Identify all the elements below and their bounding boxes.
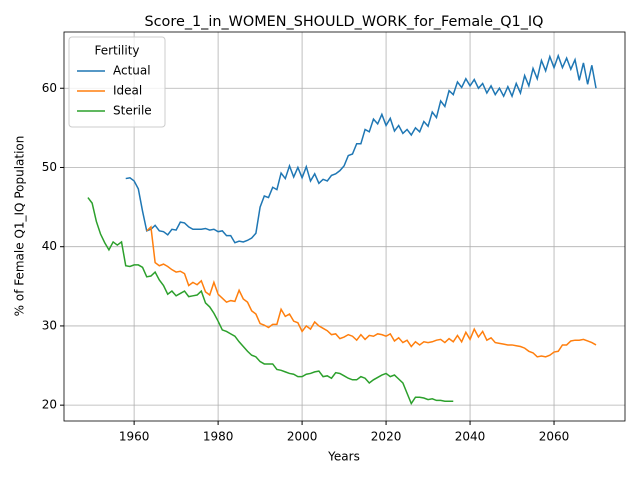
line-series bbox=[87, 197, 454, 406]
x-tick-label: 2040 bbox=[455, 430, 486, 444]
legend-label: Actual bbox=[113, 64, 151, 78]
plot-frame bbox=[63, 31, 626, 422]
legend-label: Ideal bbox=[113, 84, 142, 98]
y-tick-label: 30 bbox=[42, 318, 57, 332]
chart-title: Score_1_in_WOMEN_SHOULD_WORK_for_Female_… bbox=[145, 14, 544, 30]
line-series bbox=[125, 53, 597, 244]
x-tick-label: 2020 bbox=[371, 430, 402, 444]
x-axis-label: Years bbox=[327, 450, 360, 464]
y-tick-label: 20 bbox=[42, 398, 57, 412]
x-tick-label: 1980 bbox=[203, 430, 234, 444]
y-tick-label: 60 bbox=[42, 81, 57, 95]
line-series bbox=[146, 225, 597, 358]
x-tick-label: 2060 bbox=[539, 430, 570, 444]
legend-label: Sterile bbox=[113, 104, 152, 118]
x-tick-label: 1960 bbox=[119, 430, 150, 444]
y-tick-label: 40 bbox=[42, 239, 57, 253]
legend-title: Fertility bbox=[94, 44, 139, 58]
y-axis-label: % of Female Q1_IQ Population bbox=[13, 136, 27, 317]
y-tick-label: 50 bbox=[42, 160, 57, 174]
x-tick-label: 2000 bbox=[287, 430, 318, 444]
legend-box bbox=[68, 36, 166, 128]
legend: Fertility Actual Ideal Sterile bbox=[68, 36, 166, 128]
